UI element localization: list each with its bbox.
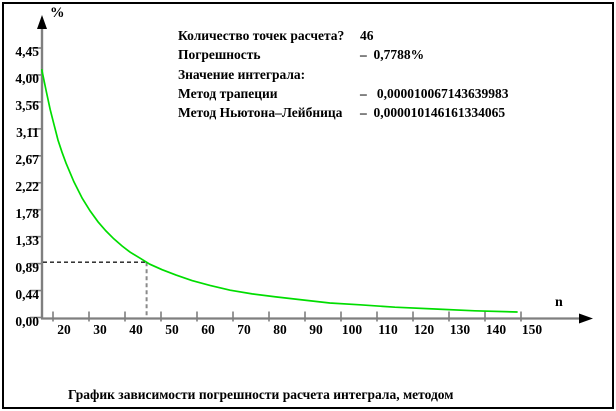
info-label: Количество точек расчета? bbox=[178, 28, 345, 43]
y-tick-label: 4,00 bbox=[15, 70, 39, 86]
chart-caption: График зависимости погрешности расчета и… bbox=[68, 346, 453, 411]
x-tick-label: 150 bbox=[521, 322, 543, 337]
x-tick-label: 40 bbox=[129, 322, 143, 337]
info-value: 46 bbox=[360, 28, 374, 43]
y-tick-label: 3,11 bbox=[16, 124, 39, 140]
y-tick-label: 0,00 bbox=[15, 313, 39, 329]
y-axis-arrow-icon bbox=[37, 15, 47, 29]
y-tick-label: 2,67 bbox=[15, 151, 39, 167]
y-tick-label: 3,56 bbox=[15, 97, 39, 113]
y-tick-label: 1,78 bbox=[15, 205, 39, 221]
x-axis-unit-label: n bbox=[555, 295, 563, 310]
x-tick-label: 90 bbox=[309, 322, 323, 337]
x-tick-label: 100 bbox=[341, 322, 363, 337]
info-row-points: Количество точек расчета? 46 bbox=[178, 26, 509, 45]
x-tick-label: 80 bbox=[273, 322, 287, 337]
y-tick-label: 0,89 bbox=[15, 259, 39, 275]
info-label: Значение интеграла: bbox=[178, 66, 306, 82]
info-label: Метод трапеции bbox=[178, 85, 278, 101]
y-tick-label: 0,44 bbox=[15, 286, 39, 302]
info-label: Метод Ньютона–Лейбница bbox=[178, 105, 343, 121]
info-row-trapezoid: Метод трапеции – 0,000010067143639983 bbox=[178, 84, 509, 103]
x-tick-label: 110 bbox=[378, 322, 398, 337]
error-curve bbox=[40, 68, 518, 313]
highlight-guides bbox=[43, 261, 148, 318]
x-tick-label: 120 bbox=[413, 322, 435, 337]
y-tick-label: 1,33 bbox=[15, 232, 39, 248]
x-tick-label: 130 bbox=[449, 322, 471, 337]
info-row-error: Погрешность – 0,7788% bbox=[178, 45, 509, 64]
x-tick-label: 50 bbox=[165, 322, 179, 337]
y-tick-label: 2,22 bbox=[15, 178, 39, 194]
y-axis-unit-label: % bbox=[50, 5, 65, 21]
x-tick-label: 140 bbox=[485, 322, 507, 337]
info-value: – 0,000010067143639983 bbox=[360, 85, 509, 101]
info-value: – 0,7788% bbox=[360, 47, 425, 63]
x-tick-label: 20 bbox=[57, 322, 71, 337]
info-label: Погрешность bbox=[178, 47, 261, 63]
y-tick-label: 4,45 bbox=[15, 44, 39, 59]
tick-marks bbox=[30, 47, 522, 322]
info-value: – 0,000010146161334065 bbox=[360, 105, 506, 121]
x-axis-arrow-icon bbox=[579, 313, 593, 324]
caption-line: График зависимости погрешности расчета и… bbox=[68, 387, 454, 402]
info-row-newton-leibniz: Метод Ньютона–Лейбница – 0,0000101461613… bbox=[178, 103, 509, 122]
results-panel: Количество точек расчета? 46 Погрешность… bbox=[178, 26, 509, 122]
x-tick-label: 60 bbox=[201, 322, 215, 337]
info-row-integral-header: Значение интеграла: bbox=[178, 65, 509, 84]
x-tick-label: 70 bbox=[237, 322, 251, 337]
x-tick-label: 30 bbox=[93, 322, 107, 337]
